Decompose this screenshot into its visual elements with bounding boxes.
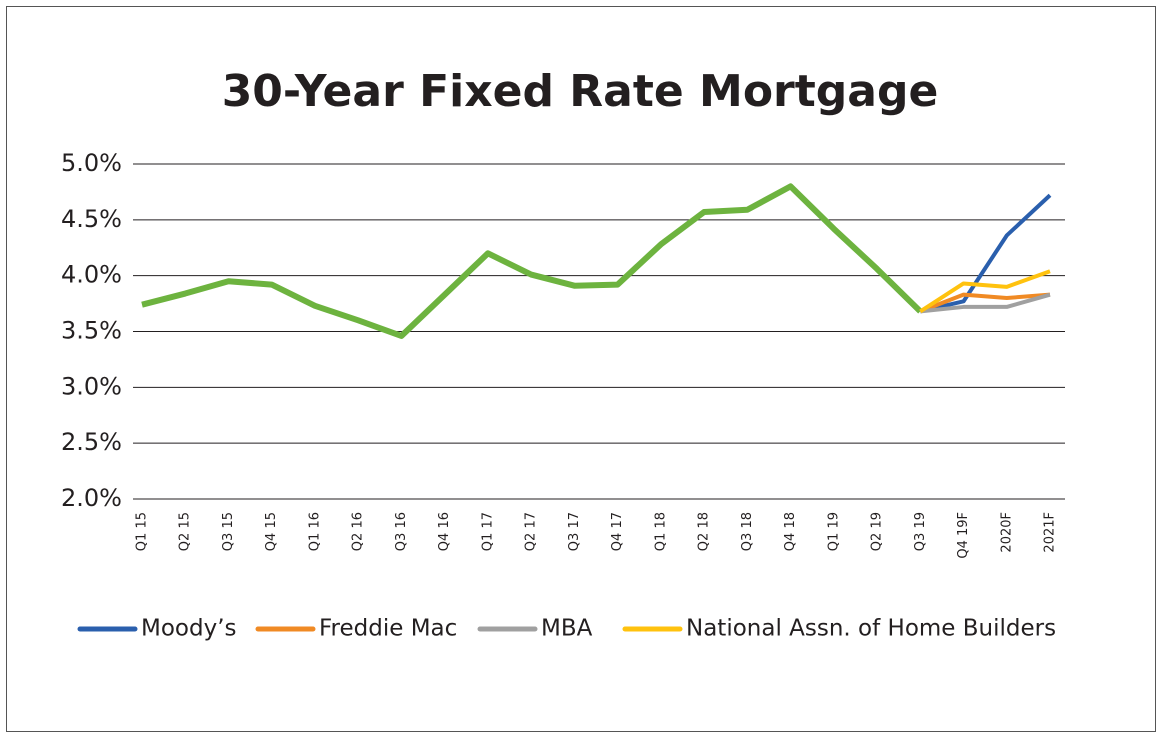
x-tick-label: Q2 18 bbox=[697, 512, 712, 551]
x-tick-label: Q3 19 bbox=[913, 512, 928, 551]
x-tick-label: Q4 19F bbox=[956, 512, 971, 559]
x-tick-label: Q3 15 bbox=[221, 512, 236, 551]
x-tick-label: Q1 19 bbox=[826, 512, 841, 551]
y-tick-label: 5.0% bbox=[61, 149, 122, 177]
legend-label: Freddie Mac bbox=[319, 616, 457, 642]
y-tick-label: 2.5% bbox=[61, 428, 122, 456]
x-tick-label: Q2 16 bbox=[351, 512, 366, 551]
y-tick-label: 3.0% bbox=[61, 372, 122, 400]
x-tick-label: Q1 15 bbox=[135, 512, 150, 551]
x-tick-label: 2021F bbox=[1043, 512, 1058, 553]
x-tick-label: Q2 19 bbox=[870, 512, 885, 551]
x-tick-label: Q4 15 bbox=[264, 512, 279, 551]
x-tick-label: Q2 15 bbox=[178, 512, 193, 551]
legend-label: MBA bbox=[541, 616, 593, 642]
x-tick-label: Q4 17 bbox=[610, 512, 625, 551]
x-tick-label: Q2 17 bbox=[524, 512, 539, 551]
y-tick-label: 4.5% bbox=[61, 205, 122, 233]
legend-label: Moody’s bbox=[141, 616, 237, 642]
x-tick-label: Q3 17 bbox=[567, 512, 582, 551]
x-tick-label: Q3 16 bbox=[394, 512, 409, 551]
y-tick-label: 3.5% bbox=[61, 317, 122, 345]
x-tick-label: Q4 16 bbox=[437, 512, 452, 551]
y-tick-label: 4.0% bbox=[61, 261, 122, 289]
series-line bbox=[919, 193, 1052, 314]
x-tick-label: Q1 17 bbox=[480, 512, 495, 551]
series-line bbox=[141, 183, 923, 339]
frame bbox=[6, 6, 1156, 732]
chart-title: 30-Year Fixed Rate Mortgage bbox=[222, 66, 939, 117]
x-tick-label: Q4 18 bbox=[783, 512, 798, 551]
series-line bbox=[919, 292, 1051, 314]
x-tick-label: Q1 18 bbox=[653, 512, 668, 551]
x-tick-label: 2020F bbox=[999, 512, 1014, 553]
series-line bbox=[920, 292, 1051, 314]
x-tick-label: Q3 18 bbox=[740, 512, 755, 551]
y-tick-label: 2.0% bbox=[61, 484, 122, 512]
x-tick-label: Q1 16 bbox=[307, 512, 322, 551]
legend-label: National Assn. of Home Builders bbox=[686, 616, 1056, 642]
series-line bbox=[919, 269, 1051, 314]
